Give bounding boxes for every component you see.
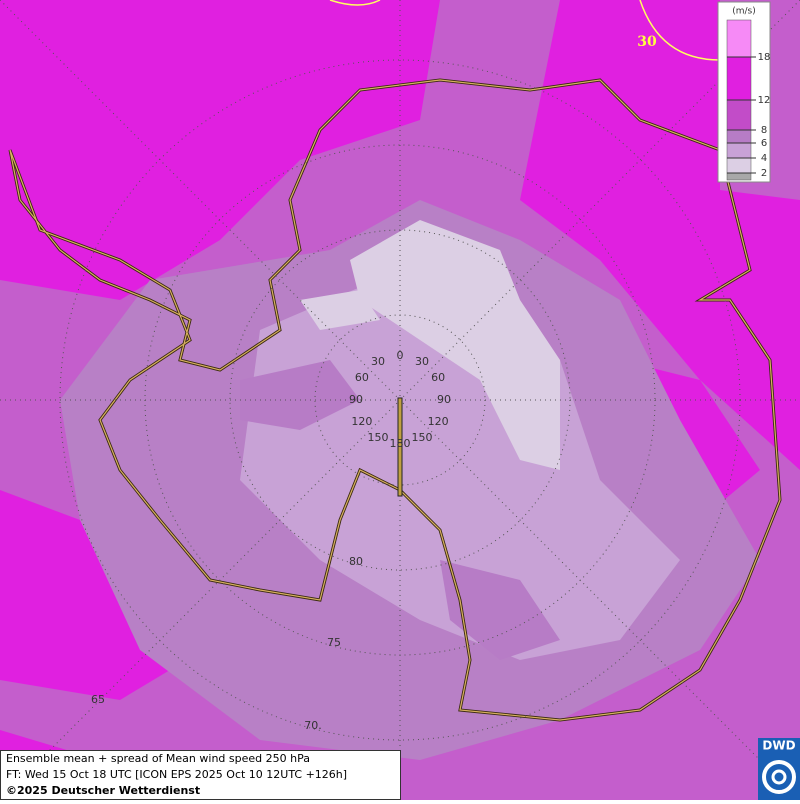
- legend-label: 18: [758, 52, 771, 63]
- meridian-label: 150: [412, 431, 433, 444]
- logo-text: DWD: [762, 739, 795, 753]
- legend-unit: (m/s): [732, 7, 756, 17]
- meridian-label: 180: [390, 437, 411, 450]
- legend-label: 8: [761, 125, 767, 136]
- meridian-label: 120: [428, 415, 449, 428]
- latitude-label: 65: [91, 693, 105, 706]
- legend-swatch: [726, 142, 752, 159]
- legend-swatch: [726, 56, 752, 101]
- meridian-label: 150: [368, 431, 389, 444]
- meridian-label: 30: [371, 355, 385, 368]
- legend-label: 2: [761, 168, 767, 179]
- meridian-label: 120: [351, 415, 372, 428]
- legend-label: 4: [761, 153, 767, 164]
- meridian-label: 30: [415, 355, 429, 368]
- legend-label: 6: [761, 138, 767, 149]
- legend-swatch: [726, 19, 752, 58]
- legend-swatch: [726, 129, 752, 144]
- meridian-label: 60: [355, 371, 369, 384]
- legend-swatch: [726, 172, 752, 181]
- meridian-label: 90: [349, 393, 363, 406]
- contour-label: 30: [637, 34, 657, 50]
- caption-line: ©2025 Deutscher Wetterdienst: [6, 784, 200, 797]
- latitude-label: 75: [327, 636, 341, 649]
- meridian-label: 90: [437, 393, 451, 406]
- meridian-label: 0: [397, 349, 404, 362]
- legend-swatch: [726, 99, 752, 131]
- meridian-label: 60: [431, 371, 445, 384]
- caption-line: Ensemble mean + spread of Mean wind spee…: [6, 752, 310, 765]
- legend-swatch: [726, 157, 752, 174]
- latitude-label: 70.: [304, 719, 322, 732]
- caption-line: FT: Wed 15 Oct 18 UTC [ICON EPS 2025 Oct…: [6, 768, 347, 781]
- latitude-label: 80: [349, 555, 363, 568]
- legend-label: 12: [758, 95, 771, 106]
